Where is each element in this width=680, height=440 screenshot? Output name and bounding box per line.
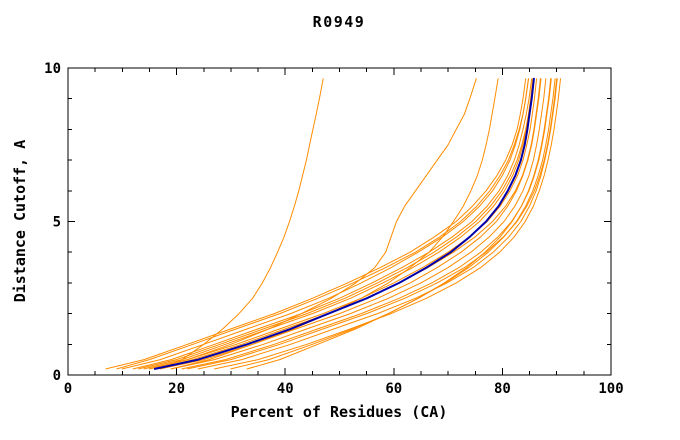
chart-title: R0949 [313, 13, 366, 31]
x-tick-label: 60 [385, 381, 402, 397]
series-line-model-04 [105, 78, 527, 370]
y-tick-label: 10 [44, 61, 61, 77]
y-tick-label: 5 [53, 215, 61, 231]
series-line-model-12 [197, 78, 558, 370]
series-line-model-13 [214, 78, 561, 370]
x-tick-label: 40 [277, 381, 294, 397]
series-line-model-05 [121, 78, 529, 370]
plot-area: 0 20 40 60 80 100 0 5 10 [44, 61, 624, 397]
series-line-model-07 [143, 78, 535, 370]
x-tick-label: 0 [64, 381, 72, 397]
x-tick-label: 80 [494, 381, 511, 397]
x-tick-label: 20 [168, 381, 185, 397]
series-line-model-15 [246, 78, 552, 370]
series-line-model-16 [116, 78, 529, 370]
series-line-model-19 [187, 78, 558, 370]
x-axis-label: Percent of Residues (CA) [231, 403, 448, 421]
series-line-model-11 [181, 78, 552, 370]
y-tick-label: 0 [53, 368, 61, 384]
x-tick-label: 100 [598, 381, 623, 397]
y-axis-label: Distance Cutoff, A [11, 140, 29, 303]
series-line-model-01 [159, 78, 324, 370]
series-line-model-10 [170, 78, 547, 370]
series-line-model-17 [138, 78, 534, 370]
series-line-highlighted-model [153, 77, 535, 370]
series-line-model-02 [148, 78, 477, 370]
series-line-model-06 [132, 78, 533, 370]
series-line-model-18 [154, 78, 541, 370]
